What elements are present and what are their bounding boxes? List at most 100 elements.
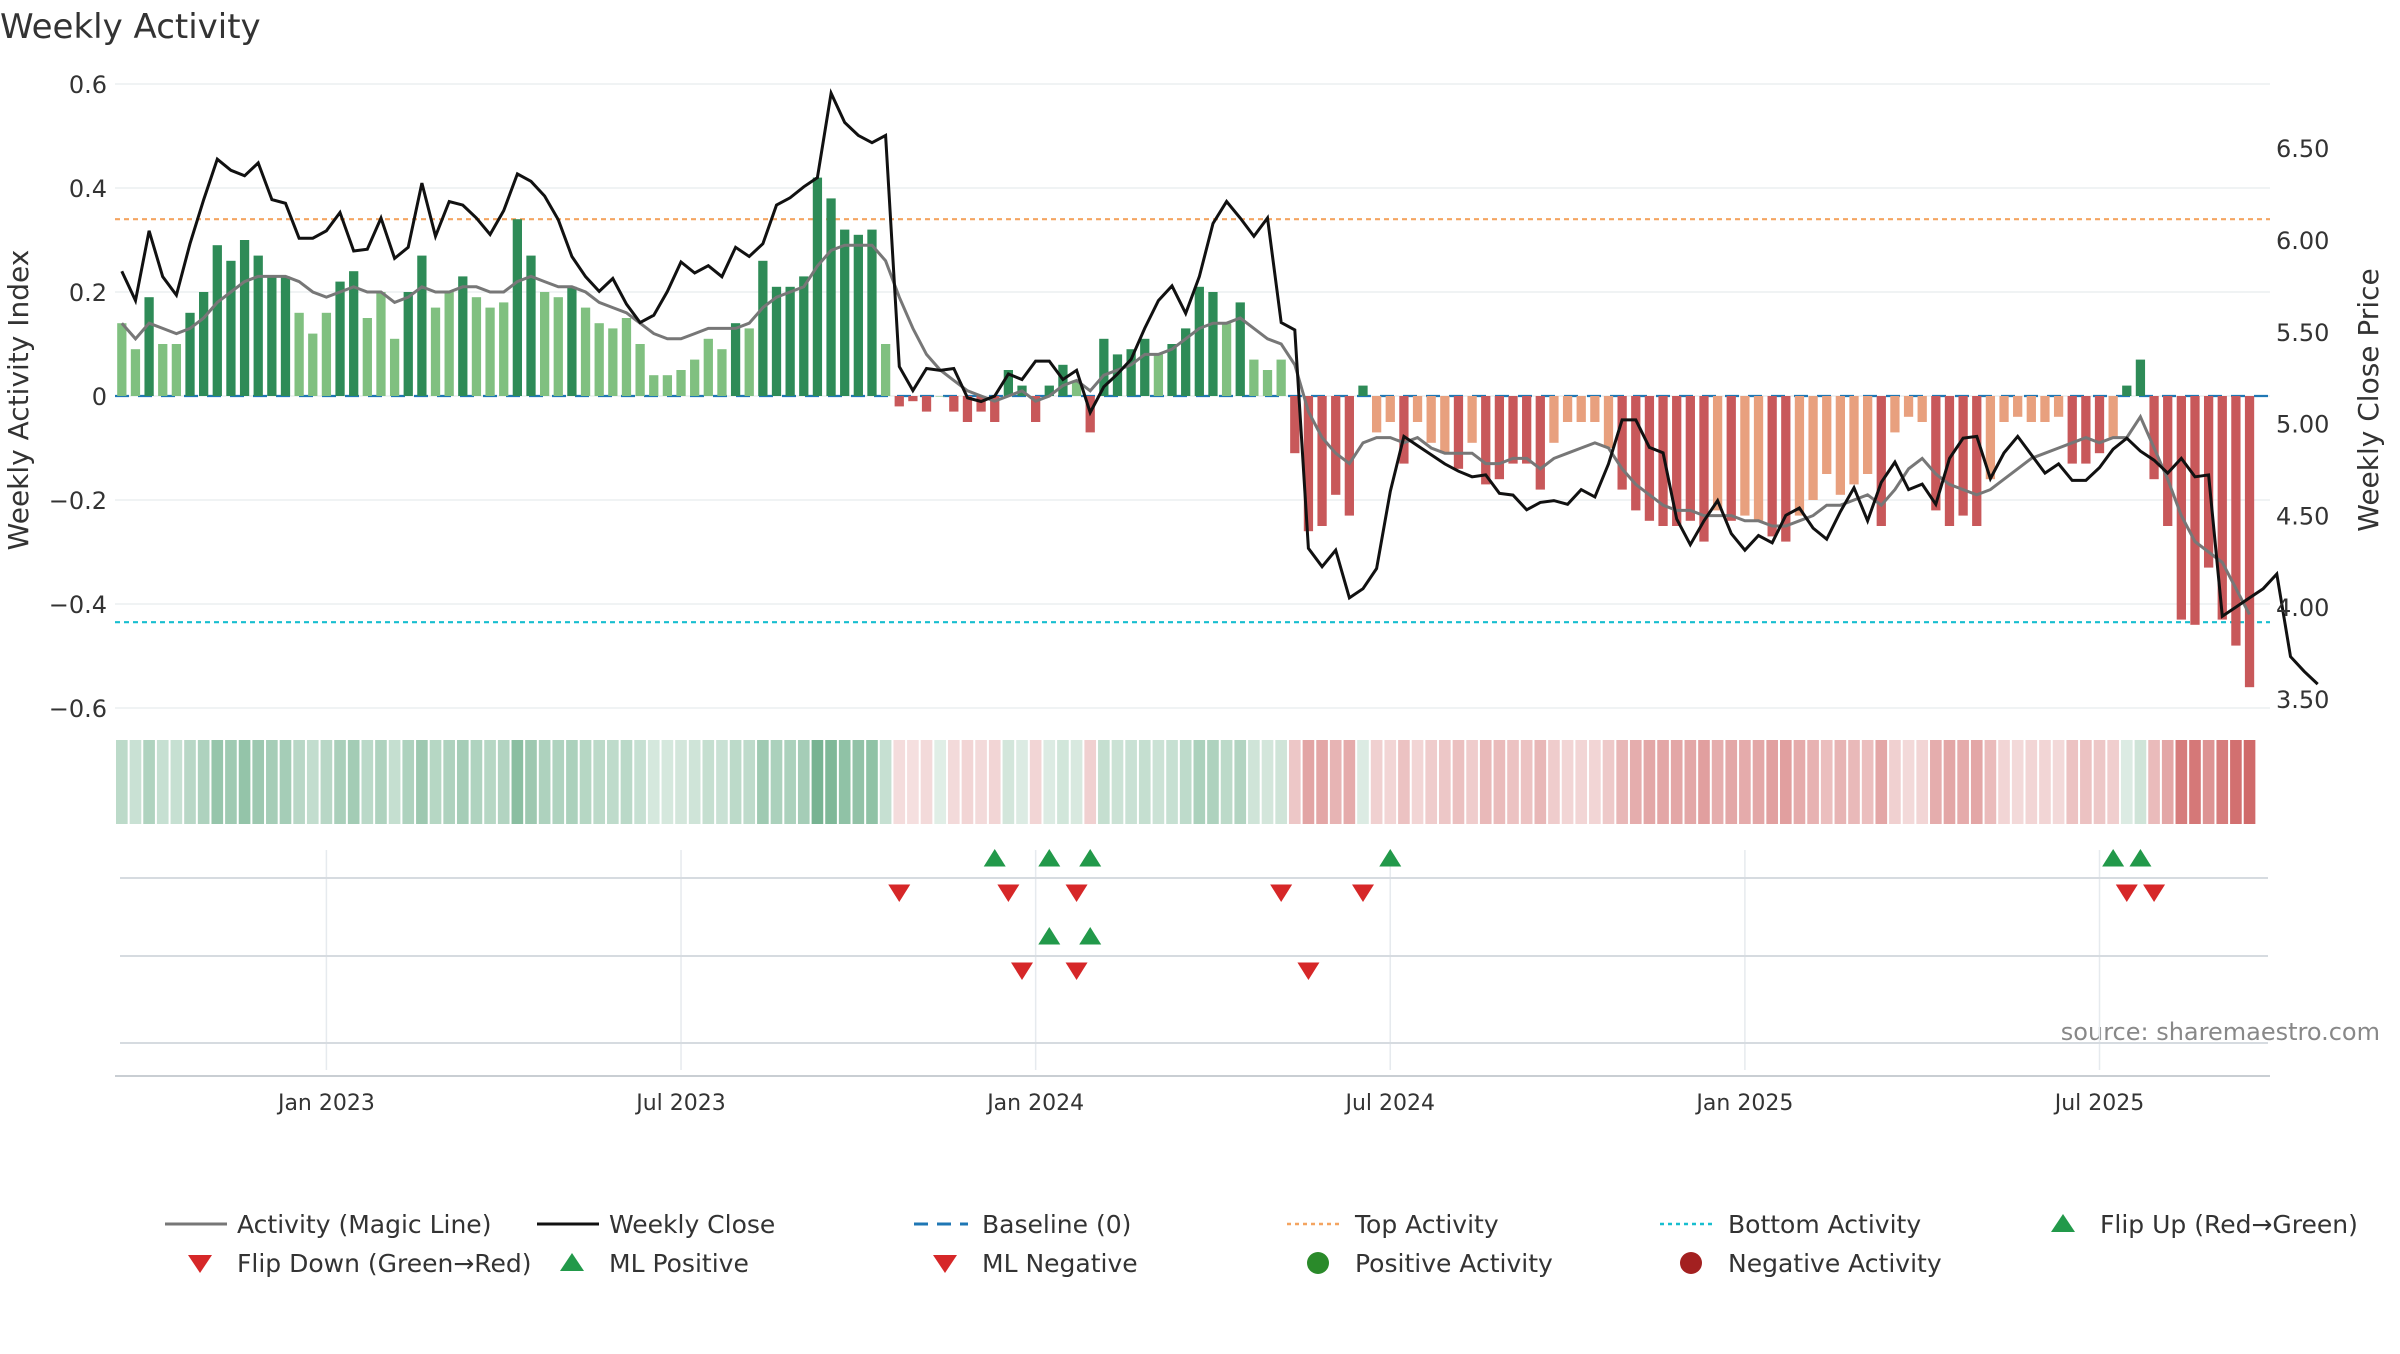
heat-cell xyxy=(2230,740,2242,824)
heat-cell xyxy=(143,740,155,824)
legend-label: ML Negative xyxy=(982,1249,1138,1278)
activity-bar xyxy=(1985,396,1996,480)
y-tick-label-left: 0 xyxy=(92,383,107,411)
heat-cell xyxy=(961,740,974,824)
heat-cell xyxy=(1739,740,1751,824)
activity-bar xyxy=(171,344,182,396)
activity-bar xyxy=(499,302,509,396)
x-tick-label: Jul 2023 xyxy=(634,1091,726,1116)
heat-cell xyxy=(743,740,756,824)
axes: 0.6 0.4 0.2 0 −0.2 −0.4 −0.6 6.50 6.00 5.50 5.00 4.… xyxy=(49,71,2330,1116)
flip-up-marker xyxy=(1038,849,1061,867)
activity-bar xyxy=(1208,292,1218,396)
heat-cell xyxy=(1411,740,1424,824)
heat-cell xyxy=(893,740,906,824)
activity-bar xyxy=(2135,359,2146,396)
activity-bar xyxy=(1822,396,1832,474)
heat-cell xyxy=(1834,740,1847,824)
heat-cell xyxy=(1643,740,1656,824)
y-tick-label-left: −0.4 xyxy=(49,591,107,619)
heat-cell xyxy=(1725,740,1738,824)
legend-swatch xyxy=(560,1253,584,1271)
heat-cell xyxy=(879,740,892,824)
x-tick-label: Jan 2023 xyxy=(276,1091,375,1116)
activity-bar xyxy=(1494,396,1505,480)
heat-cell xyxy=(1057,740,1069,824)
heat-cell xyxy=(361,740,374,824)
heat-cell xyxy=(1520,740,1533,824)
heat-cell xyxy=(1507,740,1519,824)
x-tick-label: Jul 2025 xyxy=(2053,1091,2145,1116)
activity-bar xyxy=(1603,396,1614,448)
heat-cell xyxy=(1316,740,1328,824)
activity-bar xyxy=(703,338,713,396)
activity-bar xyxy=(308,333,318,396)
activity-bar xyxy=(158,344,168,396)
heat-cell xyxy=(1370,740,1383,824)
heat-cell xyxy=(347,740,360,824)
activity-bar xyxy=(376,292,386,396)
activity-bar xyxy=(880,344,891,396)
flip-down-marker xyxy=(1065,884,1088,902)
activity-bar xyxy=(717,349,727,396)
activity-bar xyxy=(117,323,127,396)
flip-up-marker xyxy=(1379,849,1402,867)
legend-label: ML Positive xyxy=(609,1249,749,1278)
heat-cell xyxy=(852,740,865,824)
heat-cell xyxy=(552,740,565,824)
heat-cell xyxy=(1098,740,1110,824)
x-tick-label: Jan 2025 xyxy=(1694,1091,1793,1116)
y-tick-label-left: −0.6 xyxy=(49,695,107,723)
heat-cell xyxy=(1861,740,1874,824)
activity-heat-strip xyxy=(116,740,2256,824)
heat-cell xyxy=(661,740,674,824)
heat-cell xyxy=(620,740,633,824)
heat-cell xyxy=(1248,740,1260,824)
activity-bar xyxy=(1426,396,1436,443)
x-tick-label: Jan 2024 xyxy=(985,1091,1084,1116)
activity-bar xyxy=(444,292,454,396)
activity-bar xyxy=(553,297,563,396)
activity-bar xyxy=(485,307,495,396)
heat-cell xyxy=(2120,740,2133,824)
activity-bar xyxy=(758,260,768,396)
ml-negative-marker xyxy=(1065,962,1088,980)
heat-cell xyxy=(2134,740,2147,824)
heat-cell xyxy=(1930,740,1942,824)
heat-cell xyxy=(2216,740,2229,824)
activity-bar xyxy=(185,312,195,396)
activity-bar xyxy=(1753,396,1764,521)
activity-bar xyxy=(676,370,686,396)
flip-down-marker xyxy=(888,884,911,902)
legend-label: Positive Activity xyxy=(1355,1249,1553,1278)
y-tick-label-left: −0.2 xyxy=(49,487,107,515)
heat-cell xyxy=(1534,740,1547,824)
heat-cell xyxy=(1193,740,1206,824)
activity-bar xyxy=(594,323,604,396)
legend-swatch xyxy=(2051,1214,2075,1232)
activity-bar xyxy=(1699,396,1709,542)
flip-down-marker xyxy=(1351,884,1374,902)
heat-cell xyxy=(920,740,933,824)
flip-down-marker xyxy=(2143,884,2166,902)
heat-cell xyxy=(757,740,769,824)
heat-cell xyxy=(1207,740,1219,824)
activity-bar xyxy=(253,255,263,396)
activity-bar xyxy=(362,318,372,396)
activity-bar xyxy=(921,396,932,412)
activity-bar xyxy=(1140,338,1150,396)
activity-bar xyxy=(2013,396,2023,417)
heat-cell xyxy=(1288,740,1301,824)
heat-cell xyxy=(334,740,346,824)
heat-cell xyxy=(647,740,660,824)
activity-bar xyxy=(1276,359,1286,396)
activity-bar xyxy=(1685,396,1695,521)
heat-cell xyxy=(2093,740,2106,824)
legend-label: Weekly Close xyxy=(609,1210,775,1239)
heat-cell xyxy=(1848,740,1860,824)
heat-cell xyxy=(1111,740,1124,824)
heat-cell xyxy=(797,740,810,824)
heat-cell xyxy=(770,740,783,824)
